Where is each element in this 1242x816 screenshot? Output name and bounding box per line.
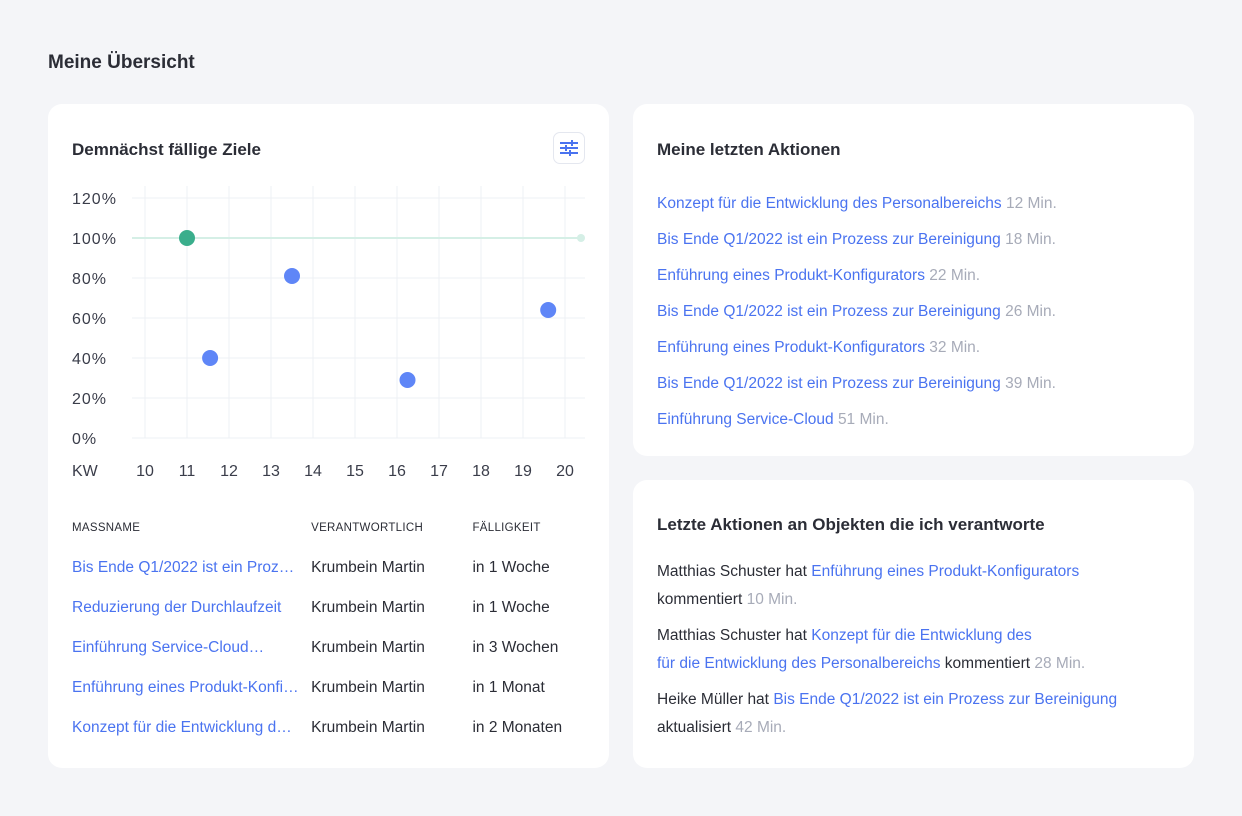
due-cell: in 3 Wochen [472, 639, 559, 656]
due-cell: in 1 Woche [472, 559, 550, 576]
owner-cell: Krumbein Martin [311, 599, 425, 616]
column-header-name: MASSNAME [72, 522, 141, 534]
action-link[interactable]: Bis Ende Q1/2022 ist ein Prozess zur Ber… [657, 303, 1001, 320]
y-tick-label: 120% [72, 191, 117, 208]
list-item: Bis Ende Q1/2022 ist ein Prozess zur Ber… [657, 294, 1057, 330]
goals-table: MASSNAME VERANTWORTLICH FÄLLIGKEIT Bis E… [72, 520, 592, 748]
actor: Heike Müller hat [657, 691, 769, 708]
action-link[interactable]: Enführung eines Produkt-Konfigurators [657, 339, 925, 356]
card-title: Meine letzten Aktionen [657, 140, 841, 159]
owner-cell: Krumbein Martin [311, 719, 425, 736]
x-tick-label: 10 [136, 463, 154, 480]
object-actions-card: Letzte Aktionen an Objekten die ich vera… [633, 480, 1194, 768]
y-tick-label: 100% [72, 231, 117, 248]
list-item: Bis Ende Q1/2022 ist ein Prozess zur Ber… [657, 366, 1057, 402]
list-item: Enführung eines Produkt-Konfigurators 32… [657, 330, 1057, 366]
x-tick-label: 12 [220, 463, 238, 480]
timestamp: 32 Min. [929, 339, 981, 356]
goal-link[interactable]: Konzept für die Entwicklung des Personal… [72, 719, 311, 736]
due-cell: in 1 Monat [472, 679, 545, 696]
table-header: MASSNAME VERANTWORTLICH FÄLLIGKEIT [72, 520, 592, 536]
action-link[interactable]: Enführung eines Produkt-Konfigurators [657, 267, 925, 284]
goal-link[interactable]: Einführung Service-Cloud… [72, 639, 265, 656]
x-tick-label: 13 [262, 463, 280, 480]
filter-button[interactable] [553, 132, 585, 164]
due-cell: in 1 Woche [472, 599, 550, 616]
list-item: Konzept für die Entwicklung des Personal… [657, 186, 1057, 222]
data-point [540, 302, 557, 318]
object-link-continued[interactable]: für die Entwicklung des Personalbereichs [657, 655, 941, 672]
recent-actions-list: Konzept für die Entwicklung des Personal… [657, 186, 1057, 438]
table-row: Einführung Service-Cloud… Krumbein Marti… [72, 628, 592, 668]
x-tick-label: 16 [388, 463, 406, 480]
page-title: Meine Übersicht [48, 52, 195, 73]
x-tick-label: 20 [556, 463, 574, 480]
due-cell: in 2 Monaten [472, 719, 563, 736]
list-item: Matthias Schuster hat Konzept für die En… [657, 622, 1177, 678]
data-point [202, 350, 219, 366]
goal-link[interactable]: Reduzierung der Durchlaufzeit [72, 599, 282, 616]
actor: Matthias Schuster hat [657, 627, 807, 644]
action: kommentiert [944, 655, 1031, 672]
timestamp: 51 Min. [837, 411, 889, 428]
timestamp: 12 Min. [1005, 195, 1057, 212]
action: kommentiert [657, 591, 743, 608]
object-link[interactable]: Bis Ende Q1/2022 ist ein Prozess zur Ber… [773, 691, 1118, 708]
action: aktualisiert [657, 719, 732, 736]
actor: Matthias Schuster hat [657, 563, 807, 580]
table-row: Konzept für die Entwicklung des Personal… [72, 708, 592, 748]
target-line-end-dot [577, 234, 585, 242]
card-title: Demnächst fällige Ziele [72, 140, 261, 159]
data-point [179, 230, 195, 246]
timestamp: 10 Min. [746, 591, 798, 608]
table-row: Reduzierung der Durchlaufzeit Krumbein M… [72, 588, 592, 628]
x-tick-label: 14 [304, 463, 322, 480]
object-link[interactable]: Enführung eines Produkt-Konfigurators [811, 563, 1080, 580]
x-tick-label: 17 [430, 463, 448, 480]
y-tick-label: 0% [72, 431, 97, 448]
action-link[interactable]: Bis Ende Q1/2022 ist ein Prozess zur Ber… [657, 231, 1001, 248]
action-link[interactable]: Einführung Service-Cloud [657, 411, 834, 428]
object-link[interactable]: Konzept für die Entwicklung des [811, 627, 1032, 644]
recent-actions-card: Meine letzten Aktionen Konzept für die E… [633, 104, 1194, 456]
list-item: Heike Müller hat Bis Ende Q1/2022 ist ei… [657, 686, 1177, 742]
x-tick-label: 15 [346, 463, 364, 480]
y-tick-label: 60% [72, 311, 107, 328]
goal-link[interactable]: Enführung eines Produkt-Konfigurators [72, 679, 311, 696]
timestamp: 26 Min. [1005, 303, 1056, 320]
list-item: Bis Ende Q1/2022 ist ein Prozess zur Ber… [657, 222, 1057, 258]
owner-cell: Krumbein Martin [311, 639, 425, 656]
action-link[interactable]: Konzept für die Entwicklung des Personal… [657, 195, 1002, 212]
card-title: Letzte Aktionen an Objekten die ich vera… [657, 515, 1045, 534]
x-tick-label: 11 [179, 463, 196, 480]
timestamp: 39 Min. [1005, 375, 1056, 392]
column-header-owner: VERANTWORTLICH [311, 522, 424, 534]
y-tick-label: 80% [72, 271, 107, 288]
goal-link[interactable]: Bis Ende Q1/2022 ist ein Prozess zur Ber… [72, 559, 311, 576]
list-item: Matthias Schuster hat Enführung eines Pr… [657, 558, 1177, 614]
object-actions-list: Matthias Schuster hat Enführung eines Pr… [657, 558, 1177, 750]
timestamp: 22 Min. [929, 267, 981, 284]
owner-cell: Krumbein Martin [311, 559, 425, 576]
list-item: Enführung eines Produkt-Konfigurators 22… [657, 258, 1057, 294]
y-tick-label: 20% [72, 391, 107, 408]
list-item: Einführung Service-Cloud 51 Min. [657, 402, 1057, 438]
owner-cell: Krumbein Martin [311, 679, 425, 696]
column-header-due: FÄLLIGKEIT [472, 522, 541, 534]
timestamp: 18 Min. [1005, 231, 1056, 248]
action-link[interactable]: Bis Ende Q1/2022 ist ein Prozess zur Ber… [657, 375, 1001, 392]
y-tick-label: 40% [72, 351, 107, 368]
data-point [284, 268, 300, 284]
x-axis-label: KW [72, 463, 99, 480]
data-point [399, 372, 416, 388]
sliders-icon [560, 140, 578, 156]
timestamp: 28 Min. [1034, 655, 1086, 672]
x-tick-label: 19 [514, 463, 532, 480]
table-row: Enführung eines Produkt-Konfigurators Kr… [72, 668, 592, 708]
table-row: Bis Ende Q1/2022 ist ein Prozess zur Ber… [72, 548, 592, 588]
upcoming-goals-card: Demnächst fällige Ziele 10 11 12 13 14 15 16 17… [48, 104, 609, 768]
timestamp: 42 Min. [735, 719, 787, 736]
goals-scatter-chart: 10 11 12 13 14 15 16 17 18 19 20 0% 20% 40% 60% 80% 100%… [72, 186, 585, 480]
x-tick-label: 18 [472, 463, 490, 480]
